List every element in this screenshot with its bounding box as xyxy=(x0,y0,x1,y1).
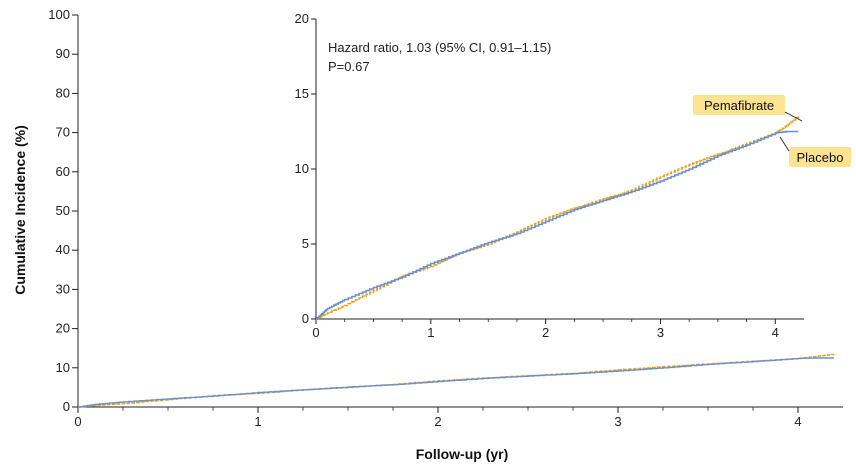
inset-x-tick-label: 0 xyxy=(312,325,319,340)
inset-series-placebo xyxy=(316,130,799,320)
p-value-annotation: P=0.67 xyxy=(328,59,370,74)
main-y-tick-label: 0 xyxy=(63,399,70,414)
main-y-tick-label: 30 xyxy=(56,281,70,296)
inset-x-tick-label: 3 xyxy=(657,325,664,340)
inset-x-tick-label: 4 xyxy=(772,325,779,340)
main-y-tick-label: 60 xyxy=(56,164,70,179)
legend-label-placebo-text: Placebo xyxy=(797,150,844,165)
main-y-tick-label: 50 xyxy=(56,203,70,218)
leader-line-placebo xyxy=(779,136,790,152)
y-axis-title: Cumulative Incidence (%) xyxy=(12,125,28,295)
main-x-tick-label: 0 xyxy=(74,414,81,429)
main-series-placebo xyxy=(78,357,834,408)
inset-y-tick-label: 5 xyxy=(302,236,309,251)
main-y-tick-label: 80 xyxy=(56,85,70,100)
leader-line-pemafibrate xyxy=(784,111,803,122)
main-x-tick-label: 4 xyxy=(794,414,801,429)
inset-y-tick-label: 15 xyxy=(295,86,309,101)
legend-label-placebo-bg xyxy=(789,147,851,167)
inset-x-tick-label: 2 xyxy=(542,325,549,340)
legend-label-placebo: Placebo xyxy=(779,136,851,167)
inset-axes: 0 5 10 15 20 0 1 2 3 4 xyxy=(295,11,804,340)
x-axis-title: Follow-up (yr) xyxy=(416,446,509,462)
main-y-tick-label: 20 xyxy=(56,321,70,336)
legend-label-pemafibrate-text: Pemafibrate xyxy=(704,98,774,113)
main-y-tick-label: 70 xyxy=(56,125,70,140)
main-x-tick-label: 1 xyxy=(254,414,261,429)
main-y-tick-label: 90 xyxy=(56,46,70,61)
main-y-tick-label: 100 xyxy=(48,7,70,22)
inset-y-tick-label: 10 xyxy=(295,161,309,176)
inset-y-tick-label: 0 xyxy=(302,311,309,326)
main-y-tick-label: 40 xyxy=(56,242,70,257)
main-y-tick-label: 10 xyxy=(56,360,70,375)
main-x-tick-label: 3 xyxy=(614,414,621,429)
main-series-group xyxy=(78,353,835,408)
legend-label-pemafibrate-bg xyxy=(693,95,785,115)
inset-y-tick-label: 20 xyxy=(295,11,309,26)
hazard-ratio-annotation: Hazard ratio, 1.03 (95% CI, 0.91–1.15) xyxy=(328,40,551,55)
inset-chart: 0 5 10 15 20 0 1 2 3 4 Hazard ratio, 1.03 (95% CI… xyxy=(295,11,851,340)
inset-series-group xyxy=(316,116,800,320)
legend-label-pemafibrate: Pemafibrate xyxy=(693,95,803,122)
main-x-tick-label: 2 xyxy=(434,414,441,429)
inset-x-tick-label: 1 xyxy=(427,325,434,340)
